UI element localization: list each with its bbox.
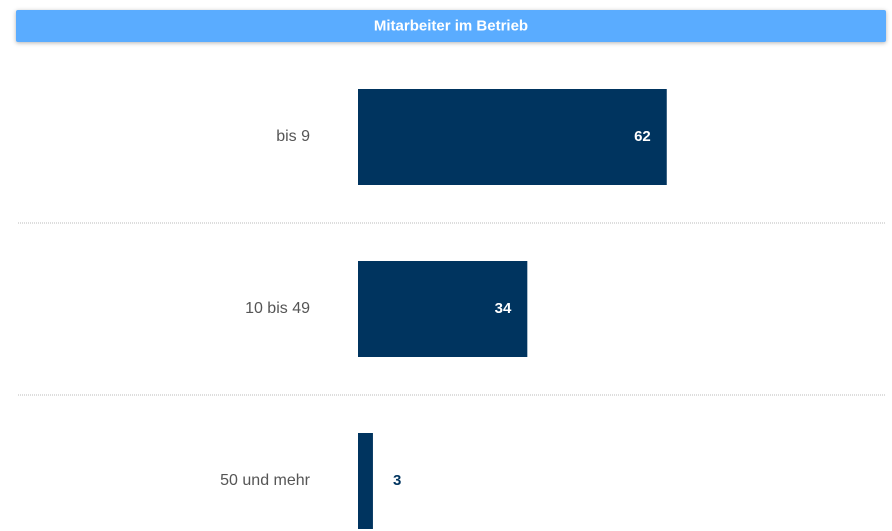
bar <box>358 433 373 529</box>
bar <box>358 261 528 357</box>
value-label: 3 <box>393 472 401 489</box>
value-label: 62 <box>634 128 651 145</box>
category-label: 10 bis 49 <box>245 300 310 317</box>
category-label: bis 9 <box>276 128 310 145</box>
bar <box>358 89 667 185</box>
value-label: 34 <box>495 300 512 317</box>
header <box>16 10 886 42</box>
chart-title: Mitarbeiter im Betrieb <box>374 17 528 34</box>
category-label: 50 und mehr <box>220 472 311 489</box>
